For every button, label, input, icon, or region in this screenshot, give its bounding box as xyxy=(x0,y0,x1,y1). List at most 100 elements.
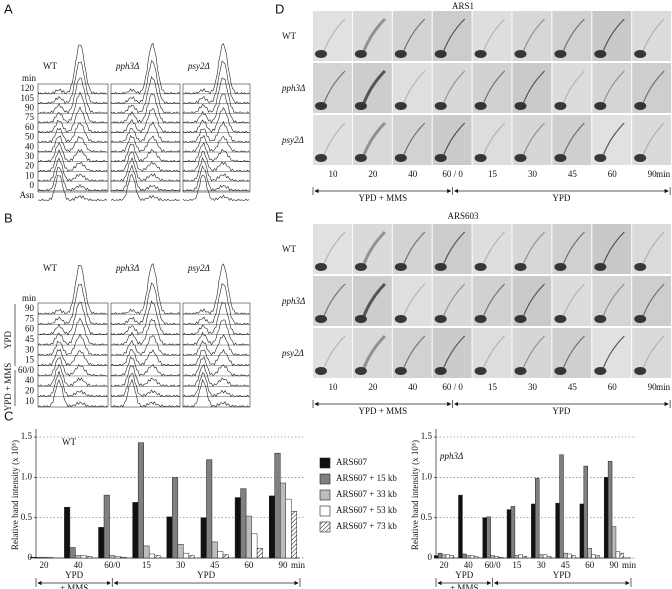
bar xyxy=(619,552,625,559)
strain-label: pph3Δ xyxy=(115,61,139,71)
gel-spot xyxy=(594,263,607,271)
x-tick-label: 20 xyxy=(440,560,450,570)
unit-label: min xyxy=(22,73,37,83)
bar xyxy=(177,544,184,559)
histogram-trace xyxy=(110,164,181,192)
x-tick-label: 60 xyxy=(585,560,595,570)
row-label: 105 xyxy=(21,93,35,103)
bar xyxy=(437,552,443,559)
gel-arc xyxy=(642,18,665,52)
histogram-trace xyxy=(182,107,250,134)
histogram-trace xyxy=(182,363,250,387)
histogram-trace xyxy=(110,372,180,398)
gel-spot xyxy=(514,50,527,58)
row-label: 10 xyxy=(25,170,35,180)
gel-spot xyxy=(634,263,647,271)
row-label: WT xyxy=(282,31,296,41)
bar xyxy=(522,556,527,559)
legend-label: ARS607 + 33 kb xyxy=(336,489,397,499)
panel-label: E xyxy=(275,209,284,224)
gel-spot xyxy=(315,367,327,375)
bar xyxy=(445,554,451,559)
bar xyxy=(46,556,53,559)
bar xyxy=(103,494,110,559)
legend-swatch xyxy=(319,521,331,533)
bar xyxy=(531,503,536,559)
gel-spot xyxy=(474,154,487,162)
histogram-box xyxy=(182,83,251,193)
gel-arc xyxy=(562,122,585,156)
histogram-trace xyxy=(182,157,250,182)
bar xyxy=(188,555,195,559)
bar xyxy=(98,527,105,559)
bar xyxy=(114,556,121,559)
x-tick-label: 20 xyxy=(40,560,50,570)
histogram-trace xyxy=(110,263,181,315)
bar xyxy=(35,556,42,559)
column-label: 40 xyxy=(408,169,418,179)
gel-arc xyxy=(443,70,466,104)
histogram-trace xyxy=(37,122,108,143)
row-label: 0 xyxy=(30,180,35,190)
bar xyxy=(206,459,213,559)
x-tick-label: 15 xyxy=(512,560,522,570)
gel-arc xyxy=(522,283,545,317)
bar xyxy=(120,556,127,559)
gel-spot xyxy=(554,102,567,110)
gel-spot xyxy=(634,102,647,110)
gel-spot xyxy=(354,50,367,58)
histogram-trace xyxy=(110,157,181,182)
bar xyxy=(555,502,560,559)
x-tick-label: 60/0 xyxy=(104,560,121,570)
histogram-trace xyxy=(182,355,250,377)
histogram-trace xyxy=(37,174,108,201)
row-label: 15 xyxy=(25,355,35,365)
histogram-box xyxy=(110,83,181,193)
gel-spot xyxy=(434,50,447,58)
column-label: 60 / 0 xyxy=(442,382,463,392)
row-label: 10 xyxy=(25,396,35,406)
gel-spot xyxy=(434,154,447,162)
histogram-trace xyxy=(182,301,250,336)
bar xyxy=(518,554,523,559)
gel-arc xyxy=(483,231,506,265)
bar xyxy=(183,552,190,559)
histogram-trace xyxy=(110,42,181,95)
legend-label: ARS607 xyxy=(336,457,368,467)
strain-label: WT xyxy=(43,263,57,273)
gel-arc xyxy=(642,231,665,265)
y-tick-label: 1.0 xyxy=(21,471,33,481)
column-label: 20 xyxy=(368,169,378,179)
gel-spot xyxy=(554,50,567,58)
strain-label: psy2Δ xyxy=(187,61,210,71)
gel-spot xyxy=(394,263,407,271)
group-label: + MMS xyxy=(450,583,478,589)
gel-spot xyxy=(554,154,567,162)
histogram-box xyxy=(182,302,251,408)
bar xyxy=(587,548,592,559)
group-label: YPD + MMS xyxy=(359,406,408,416)
bar xyxy=(274,452,281,559)
histogram-trace xyxy=(111,93,181,124)
row-label: 90 xyxy=(25,102,35,112)
strain-label: psy2Δ xyxy=(187,263,210,273)
gel-arc xyxy=(562,18,585,52)
gel-arc xyxy=(483,335,506,369)
bar xyxy=(611,526,617,559)
bar xyxy=(234,497,241,559)
bar xyxy=(514,555,520,559)
histogram-trace xyxy=(37,106,108,134)
bar xyxy=(240,488,247,559)
gel-arc xyxy=(443,335,466,369)
histogram-trace xyxy=(110,173,180,202)
strain-label: WT xyxy=(43,61,57,71)
gel-arc xyxy=(602,70,625,104)
x-tick-label: 90 xyxy=(279,560,289,570)
bar xyxy=(285,498,292,559)
bar xyxy=(567,553,572,559)
row-label: Asn xyxy=(19,190,34,200)
row-label: 75 xyxy=(25,313,35,323)
gel-arc xyxy=(602,335,625,369)
bar xyxy=(69,547,76,559)
bar xyxy=(506,509,512,559)
